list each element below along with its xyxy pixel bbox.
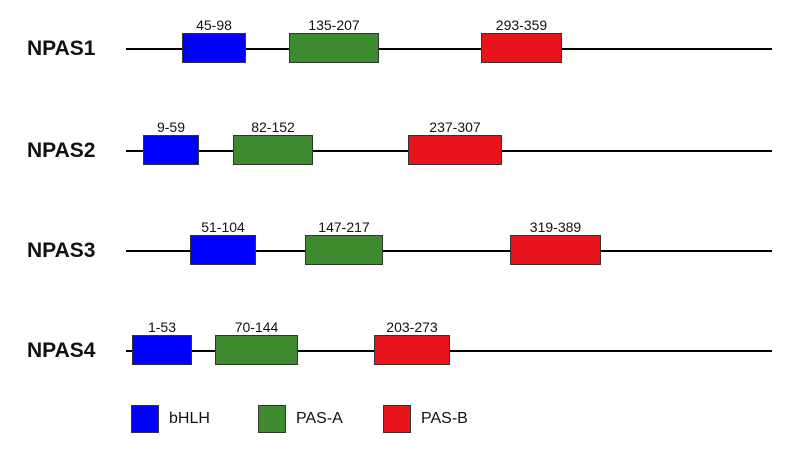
domain-range-label: 1-53 bbox=[147, 319, 177, 335]
protein-name: NPAS4 bbox=[27, 339, 96, 362]
protein-row-npas2: NPAS2 9-59 82-152 237-307 bbox=[0, 119, 800, 171]
domain-range-label: 147-217 bbox=[318, 219, 370, 235]
pas-a-domain: 147-217 bbox=[305, 219, 383, 265]
domain-range-label: 51-104 bbox=[201, 219, 245, 235]
protein-name: NPAS1 bbox=[27, 37, 96, 60]
pas-a-domain: 135-207 bbox=[289, 17, 379, 63]
domain-range-label: 70-144 bbox=[234, 319, 279, 335]
protein-name: NPAS3 bbox=[27, 239, 96, 262]
bhlh-domain: 51-104 bbox=[190, 219, 256, 265]
domain-range-label: 82-152 bbox=[251, 119, 295, 135]
domain-range-label: 319-389 bbox=[529, 219, 582, 235]
pas-b-domain: 293-359 bbox=[481, 17, 562, 63]
pas-a-domain: 70-144 bbox=[215, 319, 298, 365]
legend-label: PAS-B bbox=[421, 410, 468, 427]
domain-range-label: 203-273 bbox=[386, 319, 438, 335]
protein-row-npas3: NPAS3 51-104 147-217 319-389 bbox=[0, 219, 800, 271]
protein-row-npas4: NPAS4 1-53 70-144 203-273 bbox=[0, 319, 800, 371]
pas-b-domain: 319-389 bbox=[510, 219, 601, 265]
pas-a-domain: 82-152 bbox=[233, 119, 313, 165]
bhlh-domain: 9-59 bbox=[143, 119, 199, 165]
protein-row-npas1: NPAS1 45-98 135-207 293-359 bbox=[0, 17, 800, 69]
bhlh-domain: 45-98 bbox=[182, 17, 246, 63]
bhlh-domain: 1-53 bbox=[132, 319, 192, 365]
domain-range-label: 9-59 bbox=[156, 119, 186, 135]
domain-range-label: 45-98 bbox=[196, 17, 232, 33]
protein-backbone-line bbox=[126, 48, 772, 50]
domain-range-label: 237-307 bbox=[429, 119, 481, 135]
domain-range-label: 135-207 bbox=[308, 17, 360, 33]
pas-a-swatch bbox=[258, 405, 286, 433]
pas-b-domain: 203-273 bbox=[374, 319, 450, 365]
protein-name: NPAS2 bbox=[27, 139, 96, 162]
legend-label: PAS-A bbox=[296, 410, 343, 427]
protein-backbone-line bbox=[126, 250, 772, 252]
legend-label: bHLH bbox=[169, 410, 210, 427]
domain-range-label: 293-359 bbox=[495, 17, 548, 33]
legend: bHLH PAS-A PAS-B bbox=[0, 403, 800, 439]
pas-b-domain: 237-307 bbox=[408, 119, 502, 165]
pas-b-swatch bbox=[383, 405, 411, 433]
bhlh-swatch bbox=[131, 405, 159, 433]
